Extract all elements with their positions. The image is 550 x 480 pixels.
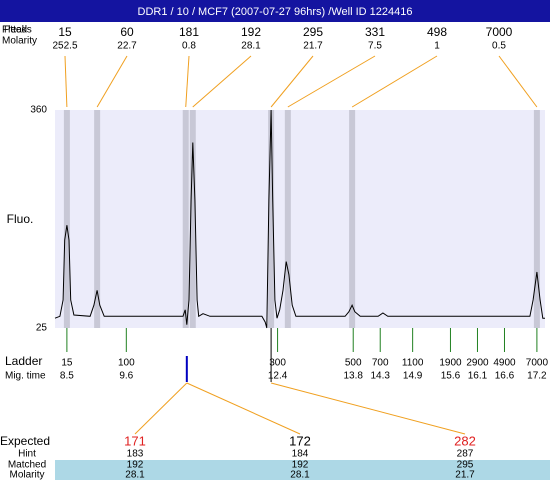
ladder-time: 17.2 xyxy=(527,371,547,382)
peak-connector xyxy=(498,55,538,108)
matched-row-bg xyxy=(55,460,550,480)
peak-band xyxy=(268,110,275,328)
ladder-size: 1100 xyxy=(402,358,424,369)
expected-value: 171 xyxy=(124,433,146,448)
peak-connector xyxy=(185,55,190,108)
matched-value: 192 xyxy=(292,460,309,471)
peak-molarity: 21.7 xyxy=(303,41,323,52)
hint-value: 184 xyxy=(292,449,309,460)
peak-molarity: 0.5 xyxy=(492,41,506,52)
peak-size: 331 xyxy=(365,25,385,39)
row-label: Expected xyxy=(0,434,50,448)
peak-molarity: 7.5 xyxy=(368,41,382,52)
ladder-size: 1900 xyxy=(439,358,462,369)
plot-area xyxy=(55,110,545,328)
ladder-time: 14.3 xyxy=(370,371,390,382)
row-label: Mig. time xyxy=(5,371,46,382)
peak-molarity: 0.8 xyxy=(182,41,196,52)
ladder-size: 2900 xyxy=(466,358,489,369)
ladder-size: 15 xyxy=(61,358,73,369)
hint-value: 287 xyxy=(457,449,474,460)
expected-connector xyxy=(134,382,188,435)
row-label: Peaks xyxy=(4,25,32,36)
molarity-value: 28.1 xyxy=(125,470,145,480)
peak-size: 498 xyxy=(427,25,447,39)
ladder-time: 9.6 xyxy=(119,371,133,382)
row-label: Molarity xyxy=(2,36,37,47)
row-label: Matched xyxy=(8,460,46,471)
peak-size: 7000 xyxy=(486,25,513,39)
peak-molarity: 28.1 xyxy=(241,41,261,52)
y-tick-label: 25 xyxy=(36,323,48,334)
peak-band xyxy=(63,110,70,328)
ladder-size: 500 xyxy=(345,358,362,369)
expected-value: 172 xyxy=(289,433,311,448)
ladder-size: 300 xyxy=(269,358,286,369)
y-tick-label: 360 xyxy=(30,105,47,116)
title-bar xyxy=(0,0,550,22)
ladder-time: 15.6 xyxy=(441,371,461,382)
expected-connector xyxy=(186,382,301,435)
peak-size: 192 xyxy=(241,25,261,39)
peak-size: 181 xyxy=(179,25,199,39)
y-label: Fluo. xyxy=(7,212,34,226)
peak-molarity: 252.5 xyxy=(52,41,77,52)
matched-value: 192 xyxy=(127,460,144,471)
row-label: Ladder xyxy=(5,354,42,368)
peak-connector xyxy=(64,55,68,108)
peak-connector xyxy=(287,55,376,108)
peak-connector xyxy=(270,55,314,108)
ladder-time: 8.5 xyxy=(60,371,74,382)
hint-value: 183 xyxy=(127,449,144,460)
peak-molarity: 1 xyxy=(434,41,440,52)
title: DDR1 / 10 / MCF7 (2007-07-27 96hrs) /Wel… xyxy=(138,6,413,18)
peak-band xyxy=(189,110,196,328)
row-label: Hint xyxy=(18,449,36,460)
trace xyxy=(54,109,545,329)
row-label: Fitted xyxy=(2,25,27,36)
peak-connector xyxy=(351,55,438,108)
peak-size: 295 xyxy=(303,25,323,39)
expected-value: 282 xyxy=(454,433,476,448)
peak-band xyxy=(182,110,189,328)
matched-value: 295 xyxy=(457,460,474,471)
ladder-size: 100 xyxy=(118,358,135,369)
peak-connector xyxy=(96,55,128,108)
row-label: Molarity xyxy=(9,470,44,480)
molarity-value: 21.7 xyxy=(455,470,475,480)
peak-band xyxy=(94,110,101,328)
ladder-size: 700 xyxy=(372,358,389,369)
peak-band xyxy=(284,110,291,328)
ladder-time: 16.6 xyxy=(495,371,515,382)
peak-molarity: 22.7 xyxy=(117,41,137,52)
ladder-time: 16.1 xyxy=(468,371,488,382)
peak-connector xyxy=(192,55,252,108)
ladder-time: 12.4 xyxy=(268,371,288,382)
peak-band xyxy=(533,110,540,328)
molarity-value: 28.1 xyxy=(290,470,310,480)
peak-size: 60 xyxy=(120,25,134,39)
expected-connector xyxy=(270,382,466,435)
ladder-size: 4900 xyxy=(493,358,516,369)
ladder-size: 7000 xyxy=(526,358,549,369)
ladder-time: 14.9 xyxy=(403,371,423,382)
peak-size: 15 xyxy=(58,25,72,39)
ladder-time: 13.8 xyxy=(343,371,363,382)
peak-band xyxy=(349,110,356,328)
